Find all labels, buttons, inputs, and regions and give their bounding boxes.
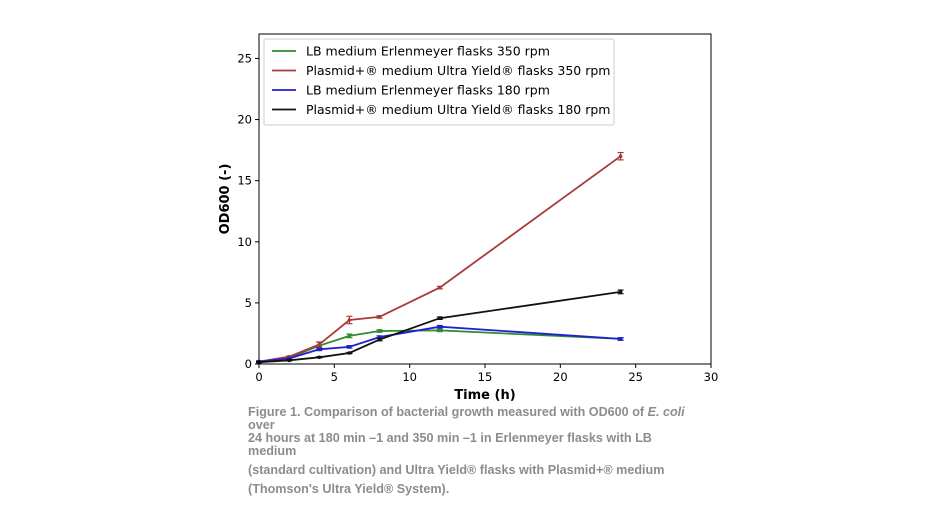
- legend-entry-1: LB medium Erlenmeyer flasks 350 rpm: [272, 44, 550, 59]
- y-tick-label: 25: [237, 51, 252, 65]
- series-4: [256, 289, 624, 364]
- x-tick-label: 5: [331, 370, 338, 384]
- series-2-point: [347, 318, 352, 322]
- x-tick-label: 10: [402, 370, 417, 384]
- series-4-point: [438, 316, 442, 320]
- caption-line-1-text: Figure 1. Comparison of bacterial growth…: [248, 405, 648, 419]
- x-tick-label: 30: [704, 370, 719, 384]
- caption-line-2: 24 hours at 180 min –1 and 350 min –1 in…: [248, 431, 652, 445]
- caption-species: E. coli: [647, 405, 685, 419]
- series-2-point: [438, 285, 442, 290]
- y-tick-label: 15: [237, 174, 252, 188]
- legend-box: [263, 38, 615, 126]
- x-tick-label: 0: [255, 370, 262, 384]
- series-1-point: [347, 334, 352, 338]
- series-4-point: [618, 290, 623, 294]
- caption-line-3: (standard cultivation) and Ultra Yield® …: [248, 463, 665, 477]
- axes-layer: 0 5 10 15 20 25 30 0 5 10 15 20 25: [237, 33, 719, 384]
- legend: LB medium Erlenmeyer flasks 350 rpm Plasm…: [263, 38, 615, 126]
- series-2-point: [618, 154, 623, 159]
- caption-line-4: (Thomson's Ultra Yield® System).: [248, 482, 450, 496]
- y-tick-label: 20: [237, 113, 252, 127]
- caption-line-1b: over: [248, 418, 275, 432]
- y-tick-label: 10: [237, 235, 252, 249]
- series-3-point: [347, 345, 352, 349]
- y-tick-label: 0: [245, 357, 252, 371]
- legend-label: Plasmid+® medium Ultra Yield® flasks 180…: [306, 102, 610, 117]
- series-4-point: [287, 358, 291, 363]
- series-4-point: [347, 351, 352, 355]
- series-3-point: [618, 337, 623, 341]
- legend-entry-3: LB medium Erlenmeyer flasks 180 rpm: [272, 83, 550, 98]
- caption-line-1: Figure 1. Comparison of bacterial growth…: [248, 406, 728, 419]
- legend-entry-2: Plasmid+® medium Ultra Yield® flasks 350…: [272, 63, 610, 78]
- series-2-point: [317, 342, 322, 347]
- figure-caption: Figure 1. Comparison of bacterial growth…: [248, 406, 728, 496]
- x-tick-label: 25: [628, 370, 643, 384]
- series-1-point: [377, 329, 382, 333]
- y-tick-label: 5: [245, 296, 252, 310]
- series-3-point: [438, 324, 442, 329]
- y-axis-label: OD600 (-): [218, 164, 233, 235]
- x-tick-label: 15: [478, 370, 493, 384]
- legend-label: LB medium Erlenmeyer flasks 180 rpm: [306, 83, 550, 98]
- series-2-point: [377, 315, 382, 319]
- legend-label: Plasmid+® medium Ultra Yield® flasks 350…: [306, 63, 610, 78]
- series-1-point: [438, 328, 442, 333]
- legend-label: LB medium Erlenmeyer flasks 350 rpm: [306, 44, 550, 59]
- caption-line-2b: medium: [248, 444, 297, 458]
- series-4-point: [317, 355, 322, 360]
- series-layer: [256, 151, 624, 364]
- series-3-point: [317, 347, 322, 352]
- series-4-point: [377, 337, 382, 342]
- legend-entry-4: Plasmid+® medium Ultra Yield® flasks 180…: [272, 102, 610, 117]
- x-axis-label: Time (h): [454, 388, 515, 403]
- x-tick-label: 20: [553, 370, 568, 384]
